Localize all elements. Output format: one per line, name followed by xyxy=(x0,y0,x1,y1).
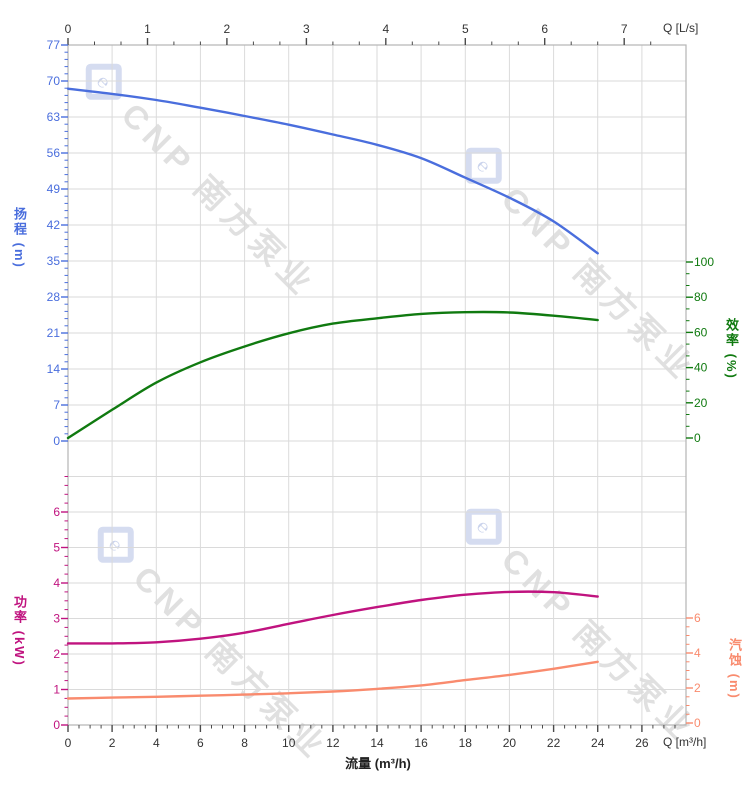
top-axis-tick-label: 5 xyxy=(462,22,469,36)
bottom-axis-tick-label: 4 xyxy=(153,736,160,750)
bottom-axis-tick-label: 22 xyxy=(547,736,561,750)
bottom-axis-tick-label: 24 xyxy=(591,736,605,750)
power-axis-tick-label: 4 xyxy=(53,576,60,590)
head-axis-tick-label: 21 xyxy=(47,326,61,340)
efficiency-axis-tick-label: 80 xyxy=(694,290,708,304)
top-axis-tick-label: 1 xyxy=(144,22,151,36)
npsh-axis-tick-label: 0 xyxy=(694,716,701,730)
bottom-axis-tick-label: 16 xyxy=(414,736,428,750)
power-axis-tick-label: 5 xyxy=(53,541,60,555)
npsh-axis-tick-label: 6 xyxy=(694,611,701,625)
top-axis-unit-label: Q [L/s] xyxy=(663,21,699,35)
bottom-axis-tick-label: 2 xyxy=(109,736,116,750)
x-axis-title: 流量 (m³/h) xyxy=(345,756,411,771)
head-axis-title: 扬程 (m) xyxy=(12,207,27,269)
npsh-axis-tick-label: 4 xyxy=(694,646,701,660)
bottom-axis-tick-label: 6 xyxy=(197,736,204,750)
power-axis-tick-label: 6 xyxy=(53,505,60,519)
head-axis-tick-label: 42 xyxy=(47,218,61,232)
top-axis-tick-label: 7 xyxy=(621,22,628,36)
power-axis-title: 功率 (kW) xyxy=(12,595,27,667)
efficiency-axis-tick-label: 0 xyxy=(694,431,701,445)
efficiency-axis-title: 效率 (%) xyxy=(724,318,739,380)
top-axis-tick-label: 4 xyxy=(382,22,389,36)
head-axis-tick-label: 28 xyxy=(47,290,61,304)
power-axis-tick-label: 0 xyxy=(53,718,60,732)
power-axis-tick-label: 3 xyxy=(53,612,60,626)
head-axis-tick-label: 56 xyxy=(47,146,61,160)
top-axis-tick-label: 0 xyxy=(65,22,72,36)
head-axis-tick-label: 49 xyxy=(47,182,61,196)
head-axis-tick-label: 77 xyxy=(47,38,61,52)
power-axis-tick-label: 2 xyxy=(53,647,60,661)
npsh-curve xyxy=(66,660,599,700)
top-axis-tick-label: 2 xyxy=(224,22,231,36)
efficiency-axis-tick-label: 20 xyxy=(694,396,708,410)
bottom-axis-tick-label: 20 xyxy=(503,736,517,750)
power-curve xyxy=(66,590,599,645)
bottom-axis-tick-label: 18 xyxy=(459,736,473,750)
head-axis-tick-label: 14 xyxy=(47,362,61,376)
npsh-axis-title: 汽蚀 (m) xyxy=(727,638,742,700)
efficiency-axis-tick-label: 40 xyxy=(694,361,708,375)
head-axis-tick-label: 63 xyxy=(47,110,61,124)
bottom-axis-tick-label: 26 xyxy=(635,736,649,750)
bottom-axis-tick-label: 8 xyxy=(241,736,248,750)
head-axis-tick-label: 0 xyxy=(53,434,60,448)
top-axis-tick-label: 6 xyxy=(541,22,548,36)
bottom-axis-tick-label: 12 xyxy=(326,736,340,750)
bottom-axis-unit-label: Q [m³/h] xyxy=(663,735,707,749)
top-axis-tick-label: 3 xyxy=(303,22,310,36)
bottom-axis-tick-label: 14 xyxy=(370,736,384,750)
head-axis-tick-label: 7 xyxy=(53,398,60,412)
efficiency-axis-tick-label: 60 xyxy=(694,325,708,339)
efficiency-curve xyxy=(66,310,599,440)
head-curve xyxy=(66,87,599,255)
efficiency-axis-tick-label: 100 xyxy=(694,255,714,269)
head-axis-tick-label: 35 xyxy=(47,254,61,268)
head-axis-tick-label: 70 xyxy=(47,74,61,88)
bottom-axis-tick-label: 0 xyxy=(65,736,72,750)
power-axis-tick-label: 1 xyxy=(53,683,60,697)
npsh-axis-tick-label: 2 xyxy=(694,681,701,695)
bottom-axis-tick-label: 10 xyxy=(282,736,296,750)
